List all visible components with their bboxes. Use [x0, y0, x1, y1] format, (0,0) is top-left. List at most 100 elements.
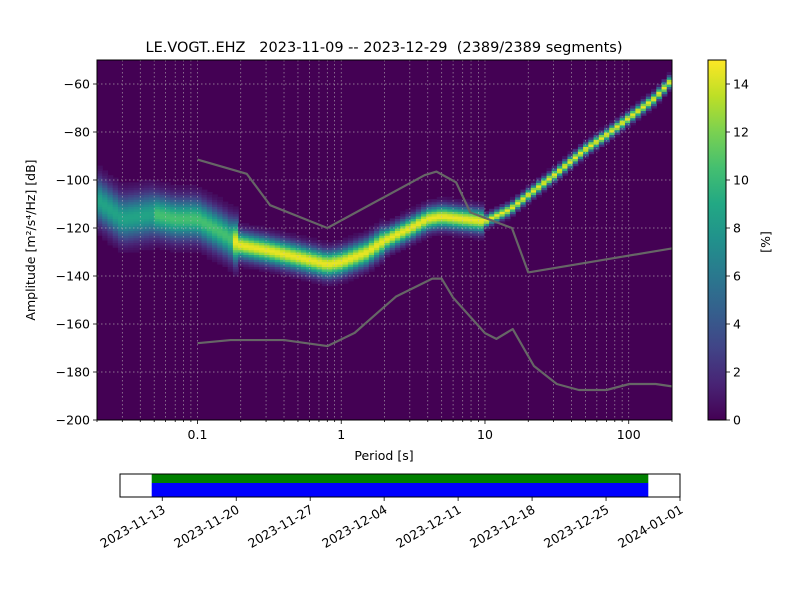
- heatmap-cell: [269, 244, 276, 248]
- heatmap-cell: [123, 192, 129, 195]
- heatmap-cell: [112, 237, 119, 241]
- heatmap-cell: [144, 223, 150, 227]
- heatmap-cell: [415, 232, 422, 236]
- heatmap-cell: [175, 184, 182, 188]
- heatmap-cell: [159, 194, 166, 198]
- heatmap-cell: [243, 232, 250, 236]
- heatmap-cell: [462, 218, 469, 222]
- heatmap-cell: [164, 237, 171, 241]
- heatmap-cell: [452, 204, 459, 207]
- heatmap-cell: [248, 237, 255, 241]
- heatmap-cell: [290, 276, 297, 279]
- heatmap-cell: [577, 158, 584, 162]
- heatmap-cell: [363, 252, 370, 255]
- heatmap-cell: [332, 247, 339, 251]
- heatmap-cell: [159, 230, 166, 234]
- heatmap-cell: [363, 247, 370, 251]
- heatmap-cell: [431, 199, 438, 203]
- heatmap-cell: [279, 247, 286, 251]
- heatmap-cell: [316, 252, 323, 255]
- heatmap-cell: [164, 228, 171, 231]
- heatmap-cell: [394, 228, 401, 231]
- heatmap-cell: [117, 189, 124, 193]
- heatmap-cell: [410, 208, 417, 212]
- heatmap-cell: [264, 249, 271, 253]
- heatmap-cell: [431, 211, 438, 215]
- heatmap-cell: [248, 225, 255, 229]
- heatmap-cell: [238, 242, 244, 246]
- heatmap-cell: [645, 98, 652, 102]
- heatmap-cell: [353, 268, 359, 272]
- heatmap-cell: [253, 259, 260, 263]
- heatmap-cell: [530, 184, 537, 188]
- heatmap-cell: [442, 230, 448, 234]
- heatmap-cell: [499, 220, 506, 224]
- heatmap-cell: [321, 271, 328, 275]
- heatmap-cell: [164, 235, 171, 239]
- y-tick-label: −60: [64, 77, 90, 92]
- heatmap-cell: [530, 187, 537, 191]
- heatmap-cell: [274, 249, 281, 253]
- heatmap-cell: [332, 261, 339, 265]
- heatmap-cell: [327, 264, 333, 267]
- heatmap-cell: [379, 228, 386, 231]
- heatmap-cell: [164, 220, 171, 224]
- heatmap-cell: [405, 216, 412, 219]
- heatmap-cell: [227, 261, 234, 265]
- heatmap-cell: [144, 228, 150, 231]
- heatmap-cell: [572, 153, 579, 157]
- heatmap-cell: [164, 206, 171, 210]
- heatmap-cell: [238, 232, 244, 236]
- heatmap-cell: [164, 242, 171, 246]
- heatmap-cell: [640, 100, 647, 104]
- heatmap-cell: [473, 216, 480, 219]
- heatmap-cell: [431, 228, 438, 231]
- heatmap-cell: [196, 201, 203, 205]
- heatmap-cell: [253, 256, 260, 260]
- heatmap-cell: [389, 235, 396, 239]
- heatmap-cell: [374, 254, 380, 258]
- heatmap-cell: [102, 192, 109, 195]
- heatmap-cell: [227, 249, 234, 253]
- heatmap-cell: [227, 252, 234, 255]
- heatmap-cell: [290, 242, 297, 246]
- heatmap-cell: [97, 199, 103, 203]
- heatmap-cell: [269, 240, 276, 243]
- heatmap-cell: [415, 237, 422, 241]
- heatmap-cell: [191, 242, 197, 246]
- heatmap-cell: [102, 199, 109, 203]
- heatmap-cell: [175, 187, 182, 191]
- heatmap-cell: [494, 218, 501, 222]
- heatmap-cell: [112, 196, 119, 200]
- heatmap-cell: [363, 268, 370, 272]
- heatmap-cell: [609, 127, 616, 131]
- heatmap-cell: [170, 189, 177, 193]
- heatmap-cell: [154, 206, 161, 210]
- heatmap-cell: [300, 271, 307, 275]
- heatmap-cell: [117, 249, 124, 253]
- heatmap-cell: [253, 254, 260, 258]
- heatmap-cell: [572, 160, 579, 164]
- heatmap-cell: [185, 211, 192, 215]
- heatmap-cell: [562, 156, 569, 159]
- heatmap-cell: [619, 117, 626, 121]
- heatmap-cell: [138, 216, 145, 219]
- heatmap-cell: [489, 223, 495, 227]
- heatmap-cell: [279, 235, 286, 239]
- heatmap-cell: [170, 187, 177, 191]
- heatmap-cell: [457, 213, 464, 217]
- heatmap-cell: [520, 199, 527, 203]
- heatmap-cell: [159, 201, 166, 205]
- heatmap-cell: [117, 230, 124, 234]
- heatmap-cell: [264, 266, 271, 270]
- heatmap-cell: [457, 225, 464, 229]
- heatmap-cell: [379, 247, 386, 251]
- heatmap-cell: [185, 240, 192, 243]
- heatmap-cell: [279, 266, 286, 270]
- heatmap-cell: [316, 242, 323, 246]
- heatmap-cell: [133, 192, 140, 195]
- heatmap-cell: [368, 252, 375, 255]
- heatmap-cell: [117, 182, 124, 186]
- heatmap-cell: [243, 249, 250, 253]
- heatmap-cell: [353, 266, 359, 270]
